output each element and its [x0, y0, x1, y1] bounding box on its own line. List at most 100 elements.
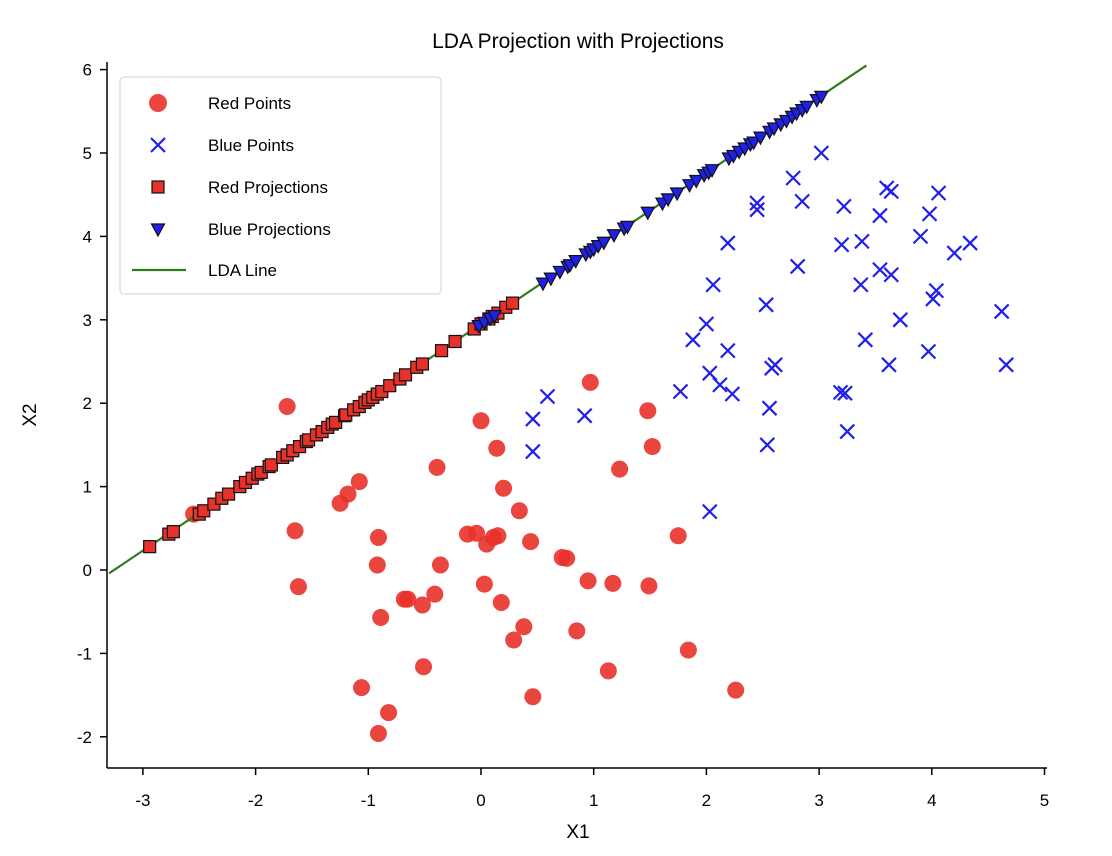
blue-point	[921, 206, 938, 222]
blue-projection	[568, 254, 584, 269]
red-point	[472, 412, 490, 430]
x-tick-label: -1	[361, 791, 376, 810]
blue-point	[920, 343, 937, 360]
x-tick-label: -3	[135, 791, 150, 810]
blue-point	[525, 411, 541, 427]
red-point	[581, 373, 599, 391]
blue-projection	[596, 236, 612, 251]
blue-point	[767, 357, 783, 373]
blue-projection	[752, 131, 769, 146]
blue-projection	[620, 220, 636, 235]
red-point	[431, 556, 449, 574]
blue-point	[853, 276, 869, 293]
blue-point	[892, 312, 909, 328]
blue-point	[872, 261, 888, 278]
blue-projection	[746, 136, 762, 151]
y-tick-label: 2	[83, 394, 92, 413]
x-tick-label: 5	[1040, 791, 1049, 810]
red-point	[368, 556, 386, 574]
red-projection	[434, 344, 449, 358]
blue-point	[925, 291, 941, 307]
blue-point	[832, 384, 849, 401]
blue-point	[794, 193, 810, 210]
red-point	[568, 622, 586, 640]
red-point	[475, 575, 493, 593]
red-point	[428, 458, 446, 476]
blue-point	[698, 316, 715, 332]
blue-point	[759, 437, 776, 453]
red-point	[413, 596, 431, 614]
red-point	[505, 631, 523, 649]
blue-projection	[813, 90, 829, 105]
legend-marker-red-points	[149, 94, 167, 112]
red-point	[679, 641, 697, 659]
y-tick-label: 0	[83, 561, 92, 580]
red-point	[380, 704, 398, 722]
x-tick-label: -2	[248, 791, 263, 810]
red-point	[604, 574, 622, 592]
x-ticks: -3 -2 -1 0 1 2 3 4 5	[135, 768, 1049, 810]
red-projection	[166, 525, 180, 539]
blue-projection	[660, 193, 676, 208]
blue-point	[883, 183, 900, 200]
blue-point	[813, 145, 830, 161]
blue-point	[685, 332, 701, 348]
legend-label: Blue Points	[208, 136, 294, 155]
blue-projection	[552, 265, 568, 280]
plot-area	[108, 64, 1014, 742]
legend: Red Points Blue Points Red Projections Blue…	[119, 76, 442, 295]
blue-point	[724, 386, 741, 402]
red-point	[643, 438, 661, 456]
legend-marker-red-projections	[151, 180, 165, 194]
x-tick-label: 0	[476, 791, 485, 810]
blue-projection	[688, 174, 704, 189]
y-tick-label: 5	[83, 144, 92, 163]
y-tick-label: 4	[83, 227, 92, 246]
blue-point	[758, 297, 774, 313]
red-projection	[398, 368, 413, 382]
red-point	[372, 609, 390, 627]
y-tick-label: 1	[83, 478, 92, 497]
legend-label: Blue Projections	[208, 220, 331, 239]
blue-point	[998, 357, 1014, 373]
red-point	[669, 527, 687, 545]
y-tick-label: -1	[77, 644, 92, 663]
red-point	[467, 524, 485, 542]
blue-point	[702, 503, 718, 520]
x-tick-label: 4	[927, 791, 936, 810]
red-projection	[197, 504, 211, 518]
blue-point	[946, 245, 963, 261]
blue-point	[720, 342, 736, 359]
red-point	[331, 494, 349, 512]
y-tick-label: 3	[83, 311, 92, 330]
red-point	[510, 502, 528, 520]
red-point	[492, 594, 510, 612]
blue-point	[872, 207, 888, 224]
legend-label: Red Projections	[208, 178, 328, 197]
x-tick-label: 2	[702, 791, 711, 810]
blue-point	[857, 332, 874, 348]
blue-point	[705, 276, 721, 293]
blue-projection	[704, 164, 720, 178]
blue-point	[539, 388, 556, 405]
blue-point	[672, 383, 689, 400]
x-tick-label: 1	[589, 791, 598, 810]
red-point	[515, 618, 533, 636]
blue-projection	[799, 100, 815, 115]
blue-point	[785, 170, 801, 186]
legend-label: Red Points	[208, 94, 291, 113]
blue-point	[883, 266, 900, 283]
blue-point	[837, 385, 853, 401]
blue-projection	[487, 310, 503, 324]
legend-items: Red Points Blue Points Red Projections Blue…	[132, 94, 331, 280]
blue-point	[789, 258, 806, 275]
red-point	[399, 590, 417, 608]
blue-point	[962, 235, 978, 251]
red-point	[289, 578, 307, 596]
red-point	[639, 402, 657, 420]
red-point	[350, 473, 368, 491]
red-point	[286, 522, 304, 540]
red-point	[522, 533, 540, 551]
blue-point	[833, 236, 850, 253]
